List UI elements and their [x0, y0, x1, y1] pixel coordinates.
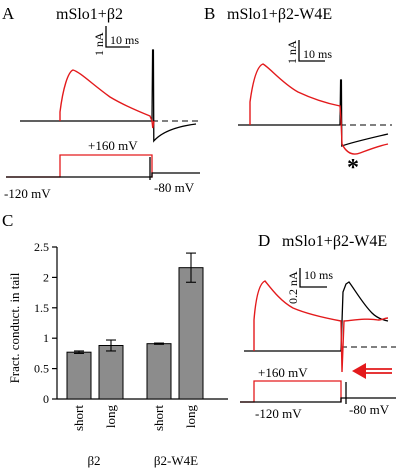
panel-d-protocol-red [240, 380, 342, 403]
panel-c: C Fract. conduct. in tail 0 0.5 1 1.5 2 2.5 s… [2, 211, 228, 468]
y-axis-title: Fract. conduct. in tail [7, 272, 22, 383]
panel-d-scale-time: 10 ms [304, 268, 333, 282]
bar-long-3 [178, 267, 204, 400]
group-label: β2-W4E [154, 453, 198, 468]
y-tick-label: 1 [43, 331, 49, 345]
y-axis: 0 0.5 1 1.5 2 2.5 [34, 240, 228, 406]
panel-d-trace-black [340, 281, 389, 352]
panel-b-trace-red [249, 63, 389, 155]
panel-b-scale-current: 1 nA [285, 40, 299, 64]
panel-a: A mSlo1+β2 1 nA 10 ms +160 mV -120 mV -8… [2, 4, 200, 201]
x-tick-label: short [151, 405, 166, 431]
panel-d-trace-red [253, 280, 389, 373]
panel-d-arrow [352, 363, 392, 379]
panel-a-scale-current: 1 nA [92, 32, 106, 56]
panel-d-volt-step: +160 mV [258, 365, 308, 380]
panel-a-volt-hold: -120 mV [4, 186, 51, 201]
panel-a-scale-time: 10 ms [110, 33, 139, 47]
bar-series [66, 252, 204, 400]
panel-a-trace-red [59, 69, 155, 129]
group-label: β2 [87, 453, 100, 468]
panel-b-asterisk: * [347, 155, 359, 181]
y-tick-label: 1.5 [34, 301, 49, 315]
panel-a-scale-bar [105, 26, 130, 48]
panel-d-scale-bar [299, 268, 327, 288]
y-tick-label: 0 [43, 392, 49, 406]
x-axis-labels: short long short long [71, 405, 198, 431]
panel-b-scale-time: 10 ms [303, 47, 332, 61]
panel-a-volt-step: +160 mV [88, 138, 138, 153]
bar-short-2 [146, 343, 172, 400]
panel-b: B mSlo1+β2-W4E 1 nA 10 ms * [204, 4, 392, 181]
panel-a-letter: A [2, 4, 15, 23]
panel-a-title: mSlo1+β2 [56, 6, 123, 23]
panel-d-volt-tail: -80 mV [349, 402, 390, 417]
y-tick-label: 2 [43, 270, 49, 284]
panel-d: D mSlo1+β2-W4E 0.2 nA 10 ms +160 mV -120… [240, 231, 396, 421]
panel-b-letter: B [204, 4, 215, 23]
panel-a-trace-black [151, 49, 197, 143]
x-tick-label: short [71, 405, 86, 431]
y-tick-label: 2.5 [34, 240, 49, 254]
panel-d-title: mSlo1+β2-W4E [282, 233, 387, 250]
panel-d-protocol-black [240, 397, 396, 403]
panel-a-protocol-red [6, 154, 153, 178]
bar-short-0 [66, 351, 92, 400]
panel-a-volt-tail: -80 mV [154, 180, 195, 195]
panel-b-scale-bar [298, 40, 325, 62]
panel-d-letter: D [258, 231, 270, 250]
x-tick-label: long [183, 405, 198, 429]
group-labels: β2 β2-W4E [87, 453, 198, 468]
y-tick-label: 0.5 [34, 362, 49, 376]
panel-b-trace-black [339, 79, 389, 147]
panel-c-letter: C [2, 211, 13, 230]
panel-a-protocol-black [6, 172, 200, 178]
panel-b-title: mSlo1+β2-W4E [227, 6, 332, 23]
panel-d-volt-hold: -120 mV [255, 406, 302, 421]
panel-d-scale-current: 0.2 nA [286, 271, 300, 304]
bar-long-1 [98, 344, 124, 400]
x-tick-label: long [103, 405, 118, 429]
